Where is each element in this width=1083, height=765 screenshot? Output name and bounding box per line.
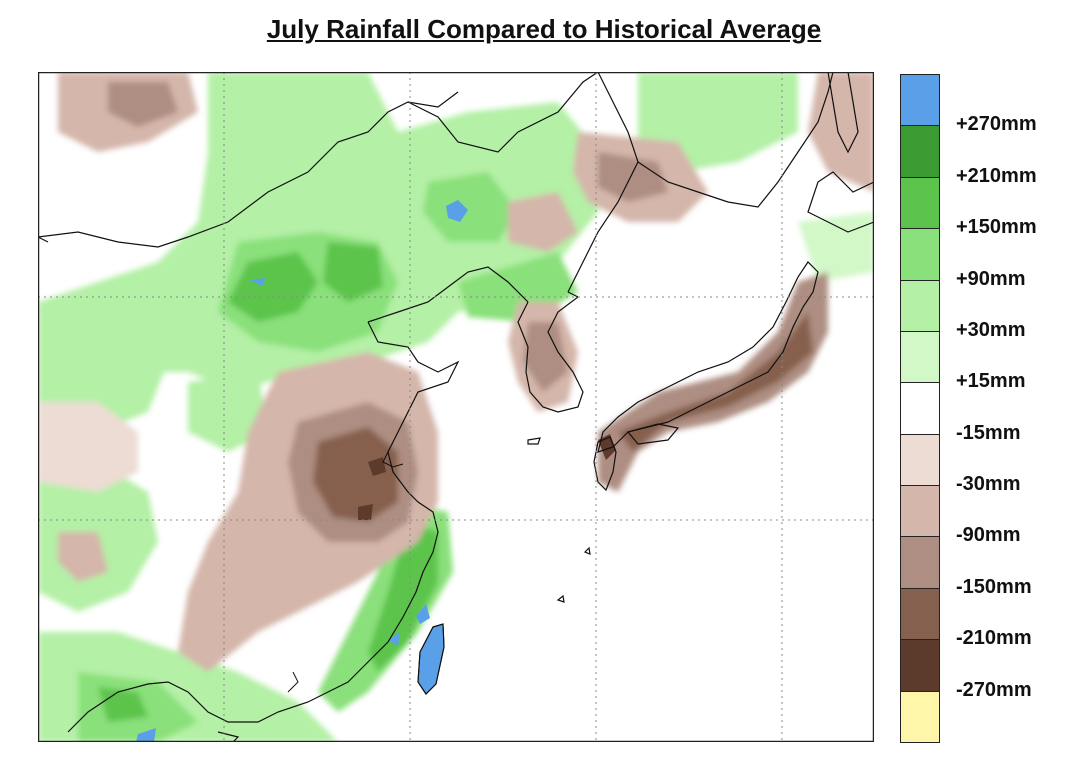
- legend-swatch: [900, 125, 940, 178]
- coastlines: [38, 72, 874, 742]
- legend-swatch: [900, 176, 940, 230]
- graticule: [38, 72, 874, 742]
- anomaly-fields: [38, 72, 874, 742]
- map-canvas: [38, 72, 874, 742]
- legend-swatch: [900, 587, 940, 641]
- legend-swatch: [900, 433, 940, 487]
- legend-label: -210mm: [956, 627, 1032, 650]
- legend-label: -270mm: [956, 678, 1032, 701]
- legend-label: -150mm: [956, 575, 1032, 598]
- legend-swatch: [900, 485, 940, 538]
- rainfall-anomaly-map: [38, 72, 874, 742]
- legend-label: -90mm: [956, 524, 1021, 547]
- legend-swatch: [900, 690, 940, 743]
- legend-label: +270mm: [956, 113, 1037, 136]
- legend-label: +90mm: [956, 267, 1026, 290]
- legend-swatch: [900, 330, 940, 384]
- legend-label: +210mm: [956, 164, 1037, 187]
- legend-swatch: [900, 536, 940, 589]
- legend-label: -30mm: [956, 473, 1021, 496]
- legend-swatch: [900, 279, 940, 332]
- legend-label: +150mm: [956, 216, 1037, 239]
- legend-label: +15mm: [956, 370, 1026, 393]
- map-frame: [38, 72, 874, 742]
- legend-label: +30mm: [956, 318, 1026, 341]
- legend-swatch: [900, 228, 940, 281]
- map-title: July Rainfall Compared to Historical Ave…: [266, 14, 822, 44]
- legend-swatch: [900, 74, 940, 127]
- color-legend: [900, 74, 940, 744]
- legend-label: -15mm: [956, 421, 1021, 444]
- legend-swatch: [900, 382, 940, 435]
- legend-swatch: [900, 639, 940, 692]
